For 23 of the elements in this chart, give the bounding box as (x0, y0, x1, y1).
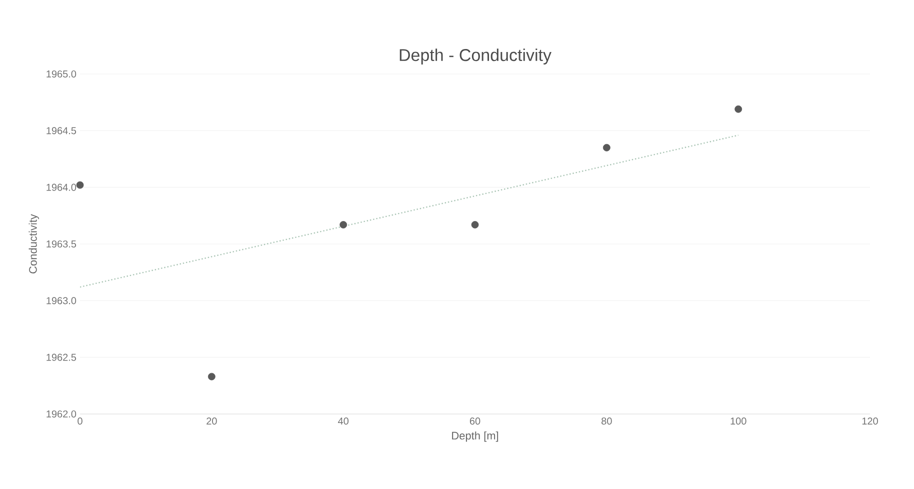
x-tick-label: 40 (338, 418, 349, 425)
y-tick-label: 1963.0 (46, 297, 76, 304)
y-tick-label: 1965.0 (46, 70, 76, 78)
y-axis-title: Conductivity (28, 214, 40, 274)
point (602, 144, 610, 152)
y-tick-label: 1964.0 (46, 184, 76, 191)
point (340, 221, 348, 228)
y-tick-label: 1963.5 (46, 240, 76, 248)
y-tick-label: 1962.0 (46, 410, 76, 418)
x-tick-label: 80 (602, 418, 612, 425)
point (734, 105, 742, 113)
point (471, 221, 479, 228)
x-tick-label: 0 (78, 418, 82, 425)
x-tick-label: 120 (862, 418, 878, 425)
x-tick-label: 20 (206, 418, 217, 425)
y-tick-label: 1964.5 (46, 127, 76, 134)
y-tick-label: 1962.5 (46, 354, 76, 361)
x-axis-title: Depth [m] (452, 431, 498, 442)
point (76, 181, 84, 189)
x-tick-label: 100 (730, 418, 746, 425)
point (208, 372, 216, 380)
x-tick-label: 60 (470, 418, 480, 425)
chart-title: Depth - Conductivity (400, 48, 552, 64)
